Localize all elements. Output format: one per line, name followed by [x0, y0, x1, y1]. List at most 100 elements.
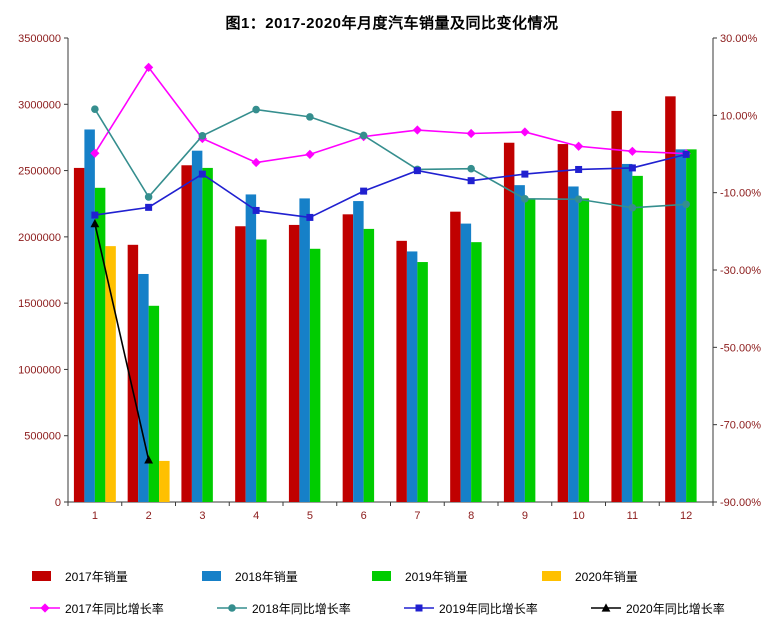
bar	[632, 175, 643, 503]
x-axis-tick-label: 8	[468, 510, 474, 522]
chart-legend: 2017年销量 2018年销量 2019年销量 2020年销量 2017年同比增长率 2…	[30, 560, 778, 624]
legend-row-growth: 2017年同比增长率 2018年同比增长率 2019年同比增长率 2020年同比增长率	[30, 592, 778, 624]
left-axis-tick-label: 1500000	[18, 298, 61, 310]
bar	[159, 460, 170, 502]
bar	[686, 149, 697, 503]
bar-series-2018	[84, 129, 687, 503]
left-axis-tick-label: 3000000	[18, 99, 61, 111]
bar	[309, 248, 321, 502]
right-axis-tick-label: -30.00%	[720, 265, 761, 277]
legend-line-marker-icon	[404, 604, 434, 612]
legend-item-growth-2019: 2019年同比增长率	[404, 600, 591, 617]
line-series-2019	[91, 150, 690, 221]
legend-label: 2020年销量	[575, 569, 638, 584]
bar	[621, 163, 633, 502]
bar	[450, 211, 461, 502]
bar	[557, 144, 569, 503]
legend-label: 2019年同比增长率	[439, 601, 538, 616]
left-axis-tick-label: 1000000	[18, 364, 61, 376]
legend-line-marker-icon	[30, 603, 60, 613]
left-axis-tick-label: 2000000	[18, 232, 61, 244]
bar	[503, 142, 515, 502]
bar	[202, 167, 213, 503]
bar	[148, 305, 160, 502]
legend-item-sales-2019: 2019年销量	[370, 568, 540, 585]
bar-series-2019	[94, 149, 697, 503]
x-axis-tick-label: 9	[522, 510, 528, 522]
bar	[611, 110, 622, 503]
x-axis-tick-label: 6	[361, 510, 367, 522]
legend-line-marker-icon	[591, 603, 621, 612]
bar-series-2020	[105, 246, 170, 502]
left-axis-tick-label: 2500000	[18, 166, 61, 178]
legend-item-growth-2020: 2020年同比增长率	[591, 600, 778, 617]
bar	[417, 262, 428, 502]
x-axis-tick-label: 4	[253, 510, 259, 522]
bar	[256, 239, 267, 502]
x-axis-tick-label: 12	[680, 510, 692, 522]
x-axis-tick-label: 10	[573, 510, 585, 522]
legend-item-sales-2017: 2017年销量	[30, 568, 200, 585]
left-axis-tick-labels: 0 500000 1000000 1500000 2000000 2500000 30000…	[18, 33, 61, 509]
legend-color-swatch-icon	[372, 571, 391, 581]
axes	[64, 37, 717, 506]
bar	[353, 201, 364, 502]
bar	[105, 246, 116, 502]
x-axis-tick-label: 3	[199, 510, 205, 522]
legend-color-swatch-icon	[32, 571, 51, 581]
bar	[94, 187, 106, 502]
bar	[299, 198, 310, 502]
bar	[578, 198, 590, 502]
bar	[665, 96, 676, 503]
legend-color-swatch-icon	[542, 571, 561, 581]
bars-group	[73, 96, 697, 503]
legend-color-swatch-icon	[202, 571, 221, 581]
x-axis-tick-label: 7	[414, 510, 420, 522]
bar	[84, 129, 95, 502]
bar	[235, 226, 246, 502]
right-axis-tick-label: -90.00%	[720, 497, 761, 509]
bar	[406, 251, 418, 502]
legend-item-growth-2018: 2018年同比增长率	[217, 600, 404, 617]
bar	[568, 186, 579, 503]
x-axis-tick-label: 11	[627, 510, 638, 522]
bar	[127, 244, 139, 502]
x-axis-tick-label: 5	[307, 510, 313, 522]
right-axis-tick-labels: -90.00% -70.00% -50.00% -30.00% -10.00% 10.00…	[720, 33, 761, 509]
right-axis-tick-label: 10.00%	[720, 110, 758, 122]
legend-label: 2017年销量	[65, 569, 128, 584]
right-axis-tick-label: 30.00%	[720, 33, 758, 45]
right-axis-tick-label: -50.00%	[720, 342, 761, 354]
x-axis-tick-labels: 1 2 3 4 5 6 7 8 9 10 11 12	[92, 510, 692, 522]
legend-label: 2018年销量	[235, 569, 298, 584]
legend-label: 2019年销量	[405, 569, 468, 584]
legend-item-sales-2018: 2018年销量	[200, 568, 370, 585]
right-axis-tick-label: -70.00%	[720, 420, 761, 432]
legend-item-sales-2020: 2020年销量	[540, 568, 710, 585]
bar	[288, 224, 300, 502]
left-axis-tick-label: 0	[55, 497, 61, 509]
legend-label: 2020年同比增长率	[626, 601, 725, 616]
left-axis-tick-label: 3500000	[18, 33, 61, 45]
bar-series-2017	[73, 96, 676, 503]
line-series-2018	[91, 105, 690, 212]
legend-item-growth-2017: 2017年同比增长率	[30, 600, 217, 617]
left-axis-tick-label: 500000	[24, 431, 61, 443]
bar	[471, 242, 482, 502]
legend-row-sales: 2017年销量 2018年销量 2019年销量 2020年销量	[30, 560, 778, 592]
bar	[73, 167, 85, 503]
bar	[342, 214, 354, 502]
bar	[181, 165, 192, 503]
bar	[460, 223, 472, 502]
line-series-2020	[90, 219, 154, 464]
bar	[363, 228, 375, 502]
legend-label: 2018年同比增长率	[252, 601, 351, 616]
x-axis-tick-label: 2	[146, 510, 152, 522]
right-axis-tick-label: -10.00%	[720, 188, 761, 200]
legend-label: 2017年同比增长率	[65, 601, 164, 616]
x-axis-tick-label: 1	[92, 510, 98, 522]
bar	[524, 198, 536, 502]
bar	[396, 240, 407, 502]
bar	[191, 150, 203, 502]
